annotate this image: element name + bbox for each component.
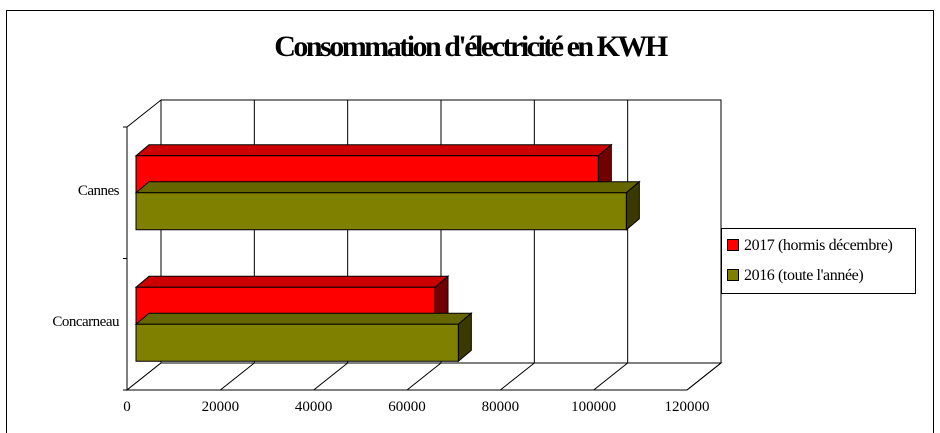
bar-concarneau-1 bbox=[135, 323, 459, 362]
floor-line-120000 bbox=[686, 362, 722, 391]
x-tick-label-20000: 20000 bbox=[201, 399, 240, 415]
legend-swatch-2016 bbox=[727, 269, 739, 281]
x-tick-label-80000: 80000 bbox=[481, 399, 520, 415]
bar-top-cannes-0 bbox=[134, 144, 613, 157]
x-tick-label-60000: 60000 bbox=[388, 399, 426, 415]
floor-line-100000 bbox=[593, 362, 628, 391]
category-label-concarneau: Concarneau bbox=[52, 314, 119, 331]
category-label-cannes: Cannes bbox=[77, 182, 120, 199]
legend-label-2016: 2016 (toute l'année) bbox=[744, 267, 864, 284]
legend-swatch-2017 bbox=[727, 239, 739, 251]
floor-line-80000 bbox=[500, 362, 535, 391]
floor-line-20000 bbox=[220, 362, 255, 391]
bar-top-cannes-1 bbox=[134, 181, 641, 194]
floor-line-40000 bbox=[313, 362, 348, 391]
bar-top-concarneau-0 bbox=[134, 275, 450, 288]
x-tick-label-40000: 40000 bbox=[294, 399, 333, 415]
x-tick-label-0: 0 bbox=[123, 399, 131, 415]
legend-item-2016: 2016 (toute l'année) bbox=[727, 267, 864, 285]
chart-frame bbox=[6, 10, 934, 433]
legend-item-2017: 2017 (hormis décembre) bbox=[727, 237, 893, 255]
x-tick-label-100000: 100000 bbox=[571, 399, 617, 415]
chart-title: Consommation d'électricité en KWH bbox=[274, 30, 668, 63]
bar-top-concarneau-1 bbox=[134, 312, 473, 325]
legend-label-2017: 2017 (hormis décembre) bbox=[744, 237, 893, 254]
floor-line-60000 bbox=[406, 362, 442, 391]
bar-cannes-1 bbox=[135, 192, 627, 231]
x-tick-label-120000: 120000 bbox=[664, 399, 710, 415]
legend: 2017 (hormis décembre) 2016 (toute l'ann… bbox=[721, 228, 916, 294]
